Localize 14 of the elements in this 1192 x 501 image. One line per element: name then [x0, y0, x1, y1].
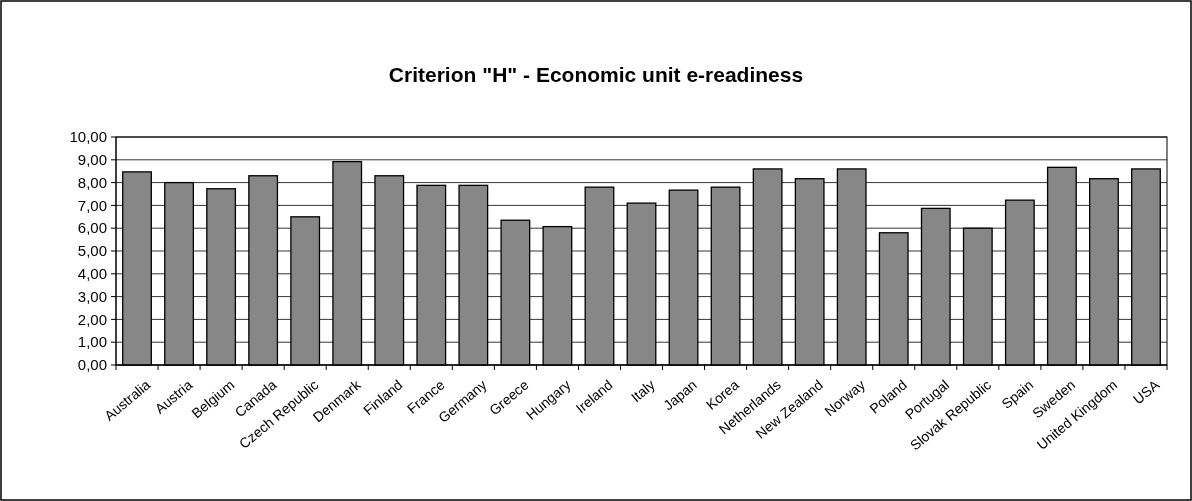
y-tick-label: 1,00 [77, 333, 107, 351]
y-tick-label: 3,00 [77, 287, 107, 305]
y-tick-label: 0,00 [77, 356, 107, 374]
y-tick-label: 6,00 [77, 219, 107, 237]
chart-title: Criterion "H" - Economic unit e-readiness [388, 63, 804, 86]
x-tick-label: Italy [627, 376, 658, 406]
y-tick-label: 10,00 [69, 128, 107, 146]
x-tick-label: USA [1129, 376, 1163, 408]
y-tick-label: 4,00 [77, 265, 107, 283]
y-tick-label: 8,00 [77, 173, 107, 191]
y-tick-label: 5,00 [77, 242, 107, 260]
y-tick-label: 2,00 [77, 310, 107, 328]
y-tick-label: 9,00 [77, 151, 107, 169]
y-tick-label: 7,00 [77, 196, 107, 214]
